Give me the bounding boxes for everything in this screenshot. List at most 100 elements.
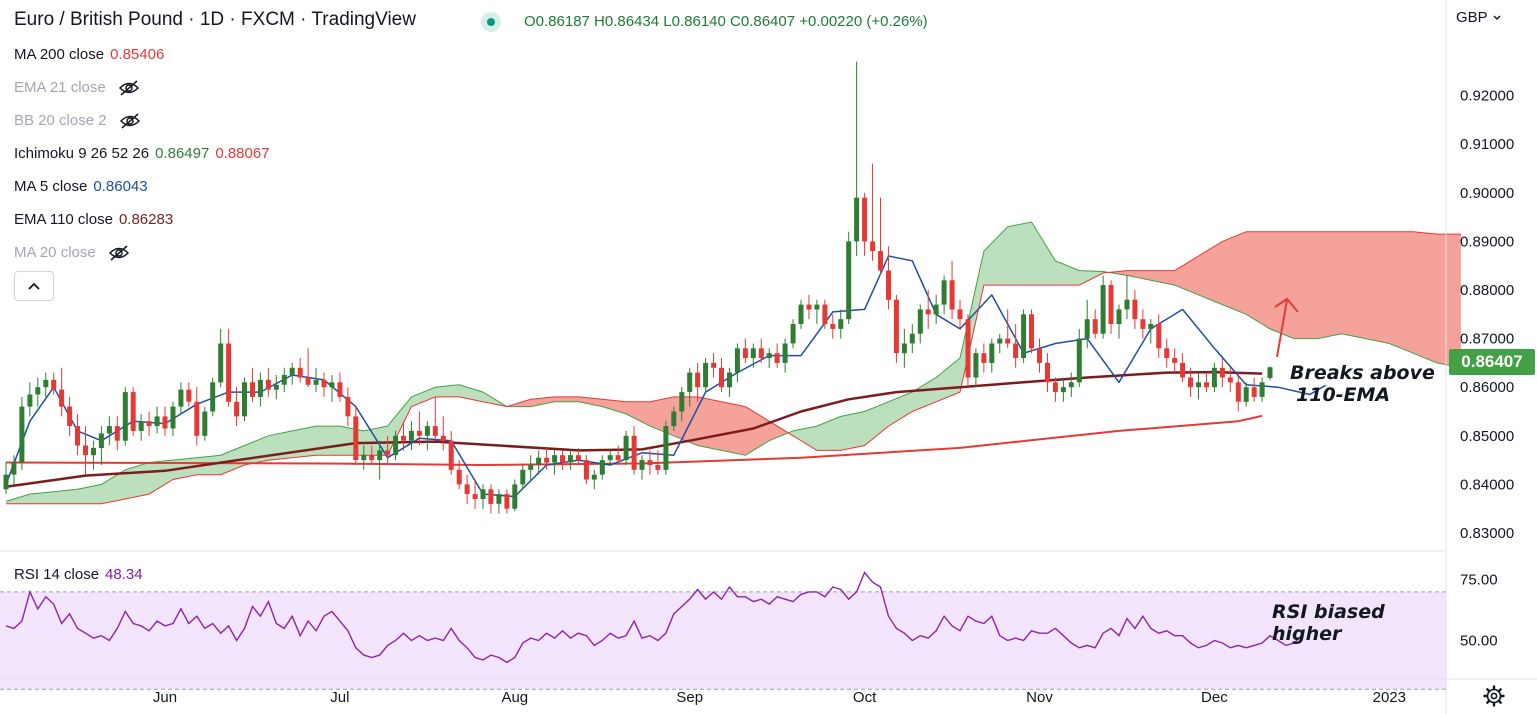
candle — [202, 406, 208, 441]
candle — [933, 294, 939, 325]
candle-body — [472, 494, 478, 499]
candle — [1172, 348, 1178, 373]
candle — [806, 294, 812, 320]
candle-body — [432, 426, 438, 436]
candle — [297, 358, 303, 383]
candle-body — [711, 362, 717, 368]
candle-body — [1013, 343, 1019, 359]
legend-ma200[interactable]: MA 200 close 0.85406 — [14, 46, 164, 64]
candle-body — [321, 379, 327, 388]
legend-label: EMA 110 close — [14, 211, 113, 228]
candle-body — [766, 353, 772, 359]
candle — [512, 479, 518, 512]
annotation-breaks: Breaks above 110-EMA — [1290, 362, 1435, 406]
candle — [321, 372, 327, 397]
legend-ema110[interactable]: EMA 110 close 0.86283 — [14, 211, 173, 229]
candle — [607, 450, 613, 465]
candle-body — [1140, 319, 1146, 329]
candle-body — [1259, 382, 1265, 397]
candle-body — [854, 197, 860, 242]
candle-body — [1068, 382, 1074, 388]
candle — [1243, 382, 1249, 407]
candle-body — [289, 367, 295, 376]
eye-off-icon[interactable] — [108, 245, 130, 261]
candle — [734, 343, 740, 383]
candle-body — [114, 426, 120, 441]
candle — [846, 231, 852, 325]
legend-rsi[interactable]: RSI 14 close 48.34 — [14, 566, 143, 584]
candle-body — [886, 270, 891, 300]
candle-body — [1037, 348, 1042, 363]
candle-body — [106, 426, 112, 434]
candle-body — [734, 348, 740, 373]
candle-body — [1251, 387, 1257, 397]
candle — [1180, 353, 1186, 383]
legend-ma20[interactable]: MA 20 close — [14, 244, 130, 262]
price-tick-label: 0.87000 — [1460, 331, 1514, 348]
annotation-line: Breaks above — [1290, 362, 1435, 384]
candle-body — [862, 197, 868, 242]
candle — [798, 299, 804, 329]
candle-body — [27, 394, 33, 407]
candle — [583, 455, 589, 485]
candle — [1029, 309, 1034, 354]
candle — [35, 377, 41, 407]
candle-body — [448, 440, 454, 470]
candle — [615, 445, 621, 465]
candle — [1045, 353, 1050, 393]
candle — [1156, 314, 1162, 359]
candle-body — [67, 406, 73, 426]
candle — [663, 421, 669, 475]
candle-body — [83, 445, 88, 456]
moving-averages — [5, 255, 1327, 498]
candle — [544, 447, 550, 470]
candle-body — [162, 416, 168, 429]
chevron-down-icon — [1493, 15, 1501, 21]
candle — [361, 445, 367, 470]
candle — [568, 450, 573, 470]
candle-body — [98, 433, 104, 448]
time-tick-label: Dec — [1201, 689, 1228, 706]
eye-off-icon[interactable] — [118, 80, 140, 96]
time-tick-label: Aug — [501, 689, 528, 706]
candle — [1148, 319, 1154, 344]
collapse-legend-button[interactable] — [14, 271, 54, 301]
eye-off-icon[interactable] — [119, 113, 141, 129]
candle — [893, 294, 899, 363]
legend-ema21[interactable]: EMA 21 close — [14, 79, 140, 97]
candle — [1227, 367, 1233, 393]
candle — [242, 377, 247, 422]
candle-body — [528, 465, 534, 470]
candle — [130, 387, 136, 436]
candle — [353, 406, 359, 465]
legend-ichimoku[interactable]: Ichimoku 9 26 52 26 0.86497 0.88067 — [14, 145, 270, 163]
candle — [480, 484, 486, 509]
candle-body — [846, 241, 852, 320]
gear-icon[interactable] — [1483, 685, 1505, 707]
candle-body — [878, 251, 883, 271]
legend-ma5[interactable]: MA 5 close 0.86043 — [14, 178, 148, 196]
candle — [790, 319, 796, 349]
candle-body — [1100, 285, 1106, 334]
candle — [655, 450, 661, 475]
time-tick-label: Jun — [153, 689, 177, 706]
candle — [265, 367, 271, 397]
currency-selector[interactable]: GBP — [1456, 9, 1502, 26]
candle — [257, 372, 263, 407]
candle-body — [1116, 309, 1122, 324]
candle-body — [265, 379, 271, 390]
candle-body — [727, 372, 732, 388]
candle — [59, 367, 65, 417]
candle-body — [1180, 362, 1186, 378]
cloud-bearish — [506, 396, 789, 456]
candle — [703, 358, 709, 393]
legend-bb20[interactable]: BB 20 close 2 — [14, 112, 141, 130]
candle — [560, 450, 565, 470]
candle-body — [1084, 319, 1090, 339]
candle-body — [957, 309, 963, 320]
time-tick-label: Sep — [676, 689, 703, 706]
candle-body — [687, 372, 693, 392]
candle-body — [838, 319, 844, 329]
candle-body — [440, 435, 446, 441]
